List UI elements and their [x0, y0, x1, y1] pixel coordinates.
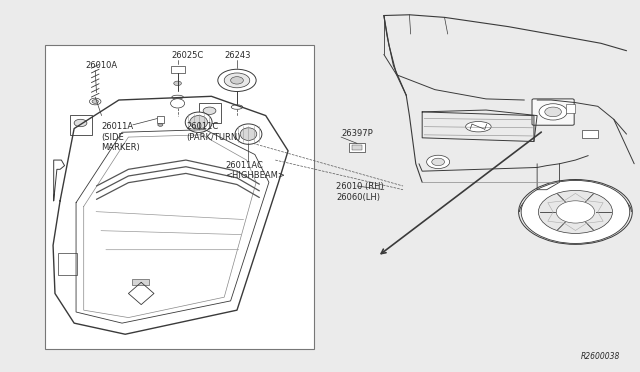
- Text: 26011AC
<HIGHBEAM>: 26011AC <HIGHBEAM>: [225, 161, 285, 180]
- Circle shape: [92, 100, 99, 103]
- Bar: [352, 145, 362, 150]
- Ellipse shape: [171, 99, 184, 108]
- Circle shape: [218, 69, 256, 92]
- Bar: [582, 131, 598, 138]
- Circle shape: [539, 104, 567, 120]
- Ellipse shape: [189, 116, 207, 129]
- Circle shape: [74, 119, 87, 127]
- Text: 26397P: 26397P: [341, 129, 373, 138]
- Circle shape: [203, 107, 216, 115]
- Ellipse shape: [466, 122, 491, 132]
- Ellipse shape: [235, 124, 262, 144]
- Ellipse shape: [231, 105, 243, 109]
- Ellipse shape: [240, 128, 257, 140]
- Text: 26010A: 26010A: [85, 61, 117, 70]
- Circle shape: [158, 124, 163, 126]
- Bar: [198, 103, 221, 123]
- Circle shape: [432, 158, 445, 166]
- Bar: [566, 104, 575, 113]
- Circle shape: [173, 81, 181, 86]
- Ellipse shape: [172, 95, 183, 99]
- Bar: [157, 116, 164, 123]
- Bar: [70, 115, 92, 135]
- Bar: [58, 253, 77, 275]
- Bar: [45, 45, 314, 349]
- Circle shape: [556, 201, 595, 223]
- Text: 26011C
(PARK/TURN): 26011C (PARK/TURN): [186, 122, 241, 142]
- Text: R2600038: R2600038: [580, 352, 620, 361]
- Circle shape: [427, 155, 450, 169]
- Ellipse shape: [185, 112, 212, 132]
- Circle shape: [224, 73, 250, 88]
- Text: 26243: 26243: [224, 51, 251, 60]
- Text: 26010 (RH)
26060(LH): 26010 (RH) 26060(LH): [336, 182, 384, 202]
- Circle shape: [545, 107, 561, 117]
- Circle shape: [90, 98, 101, 105]
- Text: 26011A
(SIDE
MARKER): 26011A (SIDE MARKER): [101, 122, 140, 152]
- Bar: [171, 65, 184, 73]
- FancyBboxPatch shape: [532, 99, 574, 125]
- Circle shape: [521, 180, 630, 243]
- Circle shape: [230, 77, 243, 84]
- Bar: [132, 279, 150, 285]
- Circle shape: [538, 190, 612, 234]
- Text: 26025C: 26025C: [172, 51, 204, 60]
- Bar: [349, 143, 365, 151]
